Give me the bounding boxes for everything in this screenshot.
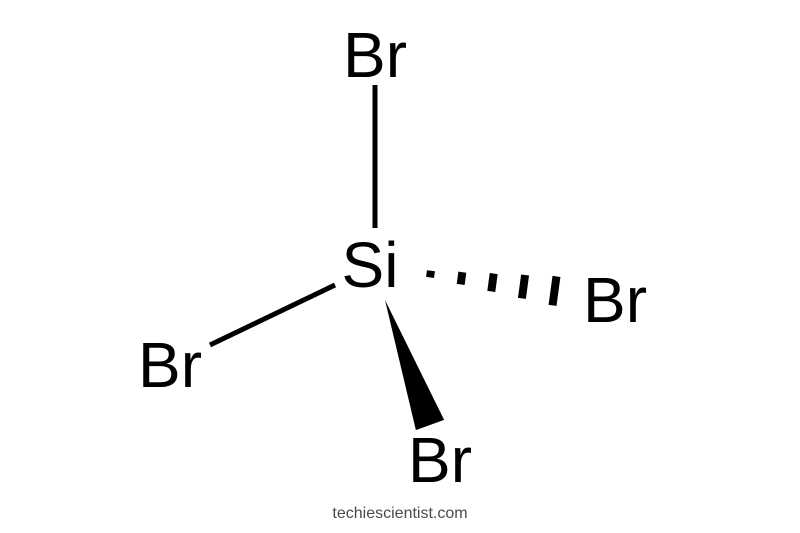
substituent-label-1: Br [138,328,202,402]
central-atom-label: Si [342,228,399,302]
molecule-diagram: Si Br Br Br Br [0,0,800,500]
single-bond [210,285,335,345]
substituent-label-3: Br [408,423,472,497]
watermark-text: techiescientist.com [332,505,467,523]
dashed-wedge-bond [430,271,556,306]
substituent-label-0: Br [343,18,407,92]
solid-wedge-bond [385,300,444,430]
substituent-label-2: Br [583,263,647,337]
